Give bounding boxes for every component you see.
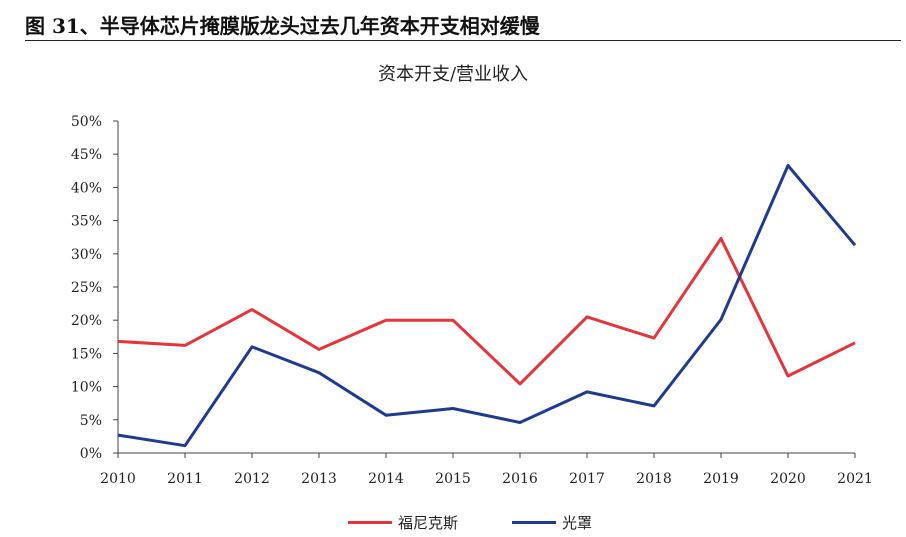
x-tick-label: 2020 (770, 471, 806, 487)
y-tick-label: 30% (71, 247, 102, 263)
y-tick-label: 25% (71, 280, 102, 296)
x-tick-label: 2017 (569, 471, 605, 487)
y-tick-label: 10% (71, 380, 102, 396)
x-tick-label: 2015 (435, 471, 471, 487)
legend-label-series-2: 光罩 (562, 514, 593, 532)
legend-item-series-1: 福尼克斯 (348, 512, 458, 533)
series-line-2 (117, 164, 857, 448)
x-tick-label: 2018 (636, 471, 672, 487)
legend-swatch-series-2 (512, 521, 556, 524)
legend-swatch-series-1 (348, 521, 392, 524)
chart-title: 资本开支/营业收入 (377, 64, 529, 85)
legend: 福尼克斯 光罩 (0, 512, 906, 532)
x-tick-label: 2012 (234, 471, 270, 487)
x-tick-label: 2014 (368, 471, 404, 487)
x-tick-label: 2019 (703, 471, 739, 487)
y-tick-label: 35% (71, 214, 102, 230)
x-tick-label: 2011 (167, 471, 203, 487)
y-tick-label: 5% (80, 413, 102, 429)
series-line-1 (117, 237, 856, 386)
x-tick-label: 2021 (837, 471, 873, 487)
x-tick-label: 2010 (100, 471, 136, 487)
y-tick-label: 40% (71, 180, 102, 196)
x-tick-label: 2016 (502, 471, 538, 487)
y-tick-label: 20% (71, 313, 102, 329)
y-tick-label: 15% (71, 346, 102, 362)
legend-label-series-1: 福尼克斯 (398, 514, 459, 532)
y-tick-label: 0% (80, 446, 102, 462)
x-tick-label: 2013 (301, 471, 337, 487)
figure-header: 图 31、半导体芯片掩膜版龙头过去几年资本开支相对缓慢 (25, 6, 901, 41)
figure-title: 图 31、半导体芯片掩膜版龙头过去几年资本开支相对缓慢 (25, 14, 540, 38)
y-tick-label: 45% (71, 147, 102, 163)
legend-item-series-2: 光罩 (512, 512, 592, 533)
y-tick-label: 50% (71, 114, 102, 130)
